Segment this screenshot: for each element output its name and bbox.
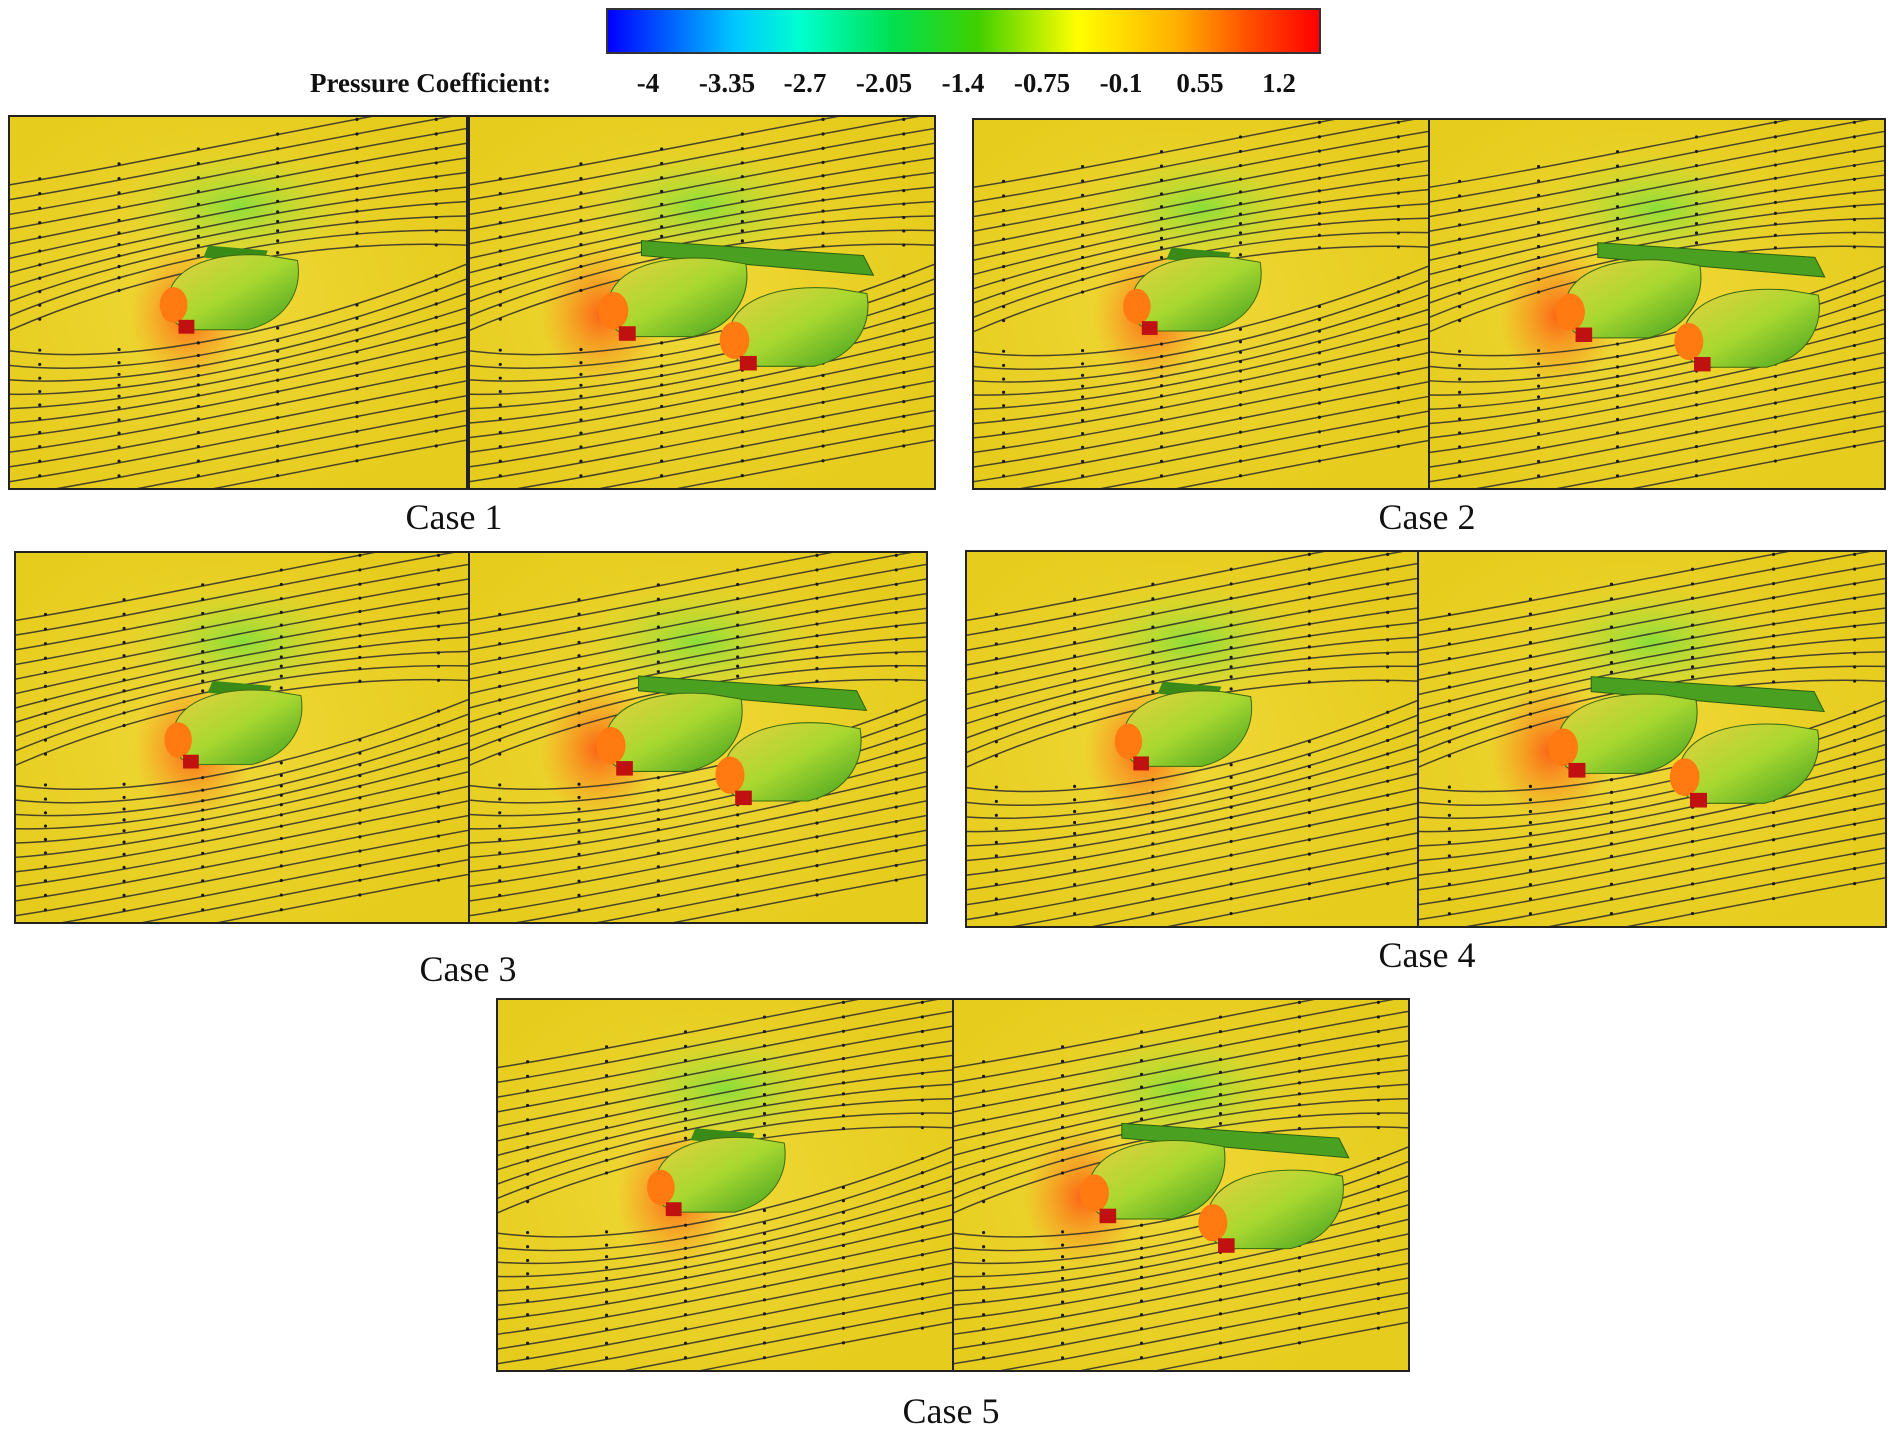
- colorbar-tick: 0.55: [1176, 68, 1224, 98]
- colorbar-tick: -0.75: [1013, 68, 1071, 98]
- colorbar-tick: -1.4: [941, 68, 985, 98]
- case-caption: Case 2: [1378, 497, 1476, 537]
- case3-double-view: [468, 551, 928, 924]
- case-caption: Case 1: [405, 497, 503, 537]
- case-caption: Case 5: [902, 1391, 1000, 1431]
- case2-double-view: [1428, 118, 1886, 490]
- case1-double-view: [468, 115, 936, 490]
- case5-double-view: [952, 998, 1410, 1372]
- colorbar-tick: -3.35: [698, 68, 756, 98]
- colorbar-tick: 1.2: [1262, 68, 1296, 98]
- colorbar-label: Pressure Coefficient:: [310, 68, 552, 98]
- case5-single-view: [496, 998, 954, 1372]
- case2-single-view: [972, 118, 1430, 490]
- case3-single-view: [14, 551, 470, 924]
- colorbar-tick: -4: [636, 68, 660, 98]
- case4-single-view: [965, 550, 1419, 928]
- case1-single-view: [8, 115, 468, 490]
- colorbar-tick: -2.7: [783, 68, 827, 98]
- colorbar-tick: -0.1: [1099, 68, 1143, 98]
- case-caption: Case 4: [1378, 935, 1476, 975]
- case-caption: Case 3: [419, 949, 517, 989]
- pressure-colorbar: [606, 8, 1321, 54]
- colorbar-tick: -2.05: [855, 68, 913, 98]
- case4-double-view: [1417, 550, 1887, 928]
